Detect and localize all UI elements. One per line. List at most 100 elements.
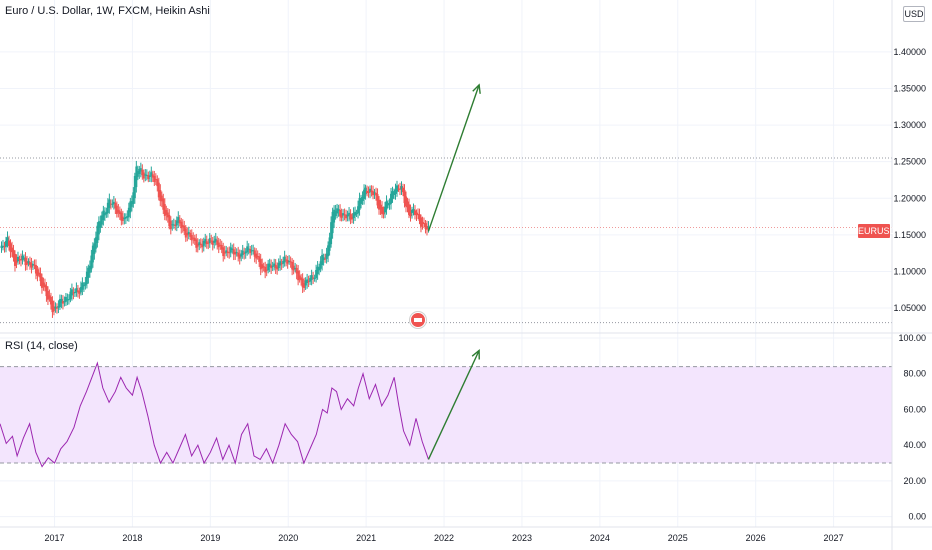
candle-body (307, 281, 310, 283)
candle-body (22, 257, 25, 259)
candle-body (264, 266, 267, 273)
candle-body (7, 240, 10, 246)
candle-body (99, 221, 102, 228)
candle-body (271, 265, 274, 267)
candle-body (231, 248, 234, 250)
candle-body (370, 190, 373, 193)
candle-body (270, 265, 273, 269)
candle-body (425, 225, 428, 230)
candle-body (247, 248, 250, 250)
candle-body (322, 257, 325, 260)
candle-body (202, 240, 205, 246)
candle-body (396, 185, 399, 192)
candle-body (207, 242, 210, 244)
candle-body (406, 201, 409, 208)
candle-body (157, 182, 160, 198)
rsi-tick-label: 80.00 (903, 369, 926, 379)
candle-body (321, 254, 324, 266)
candle-body (298, 275, 301, 280)
candle-body (10, 247, 13, 253)
rsi-projection-arrow (427, 350, 480, 460)
candle-body (208, 238, 211, 243)
candle-body (288, 260, 291, 262)
candle-body (124, 217, 127, 219)
candle-body (379, 204, 382, 210)
candle-body (376, 194, 379, 206)
candle-body (205, 241, 208, 245)
candle-body (171, 224, 174, 226)
candle-body (111, 203, 114, 205)
candle-body (337, 209, 340, 211)
candle-body (330, 222, 333, 245)
candle-body (135, 166, 138, 188)
candle-body (252, 250, 255, 252)
price-tick-label: 1.40000 (893, 47, 926, 57)
symbol-price-badge: EURUSD (858, 224, 897, 238)
candle-body (415, 212, 418, 216)
candle-body (67, 299, 70, 301)
candle-body (315, 270, 318, 278)
candle-body (25, 261, 28, 265)
candle-body (413, 210, 416, 215)
candle-body (217, 242, 220, 248)
candle-body (52, 306, 55, 311)
candle-body (289, 261, 292, 263)
candle-body (79, 287, 82, 293)
rsi-title: RSI (14, close) (5, 340, 78, 352)
candle-body (63, 301, 66, 303)
candle-body (394, 189, 397, 194)
candle-body (186, 233, 189, 236)
currency-button[interactable]: USD (903, 6, 925, 22)
candle-body (297, 270, 300, 281)
rsi-band-fill (0, 366, 892, 464)
candle-body (210, 240, 213, 242)
candle-body (358, 197, 361, 210)
candle-body (303, 283, 306, 288)
candle-body (162, 198, 165, 210)
candle-body (54, 306, 57, 309)
candle-body (373, 192, 376, 194)
candle-body (316, 266, 319, 274)
candle-body (33, 264, 36, 266)
candle-body (361, 196, 364, 201)
candle-body (61, 300, 64, 304)
candle-body (375, 192, 378, 196)
candle-body (76, 290, 79, 292)
candle-body (127, 207, 130, 217)
candle-body (129, 201, 132, 213)
candle-body (6, 237, 9, 244)
candle-body (259, 259, 262, 270)
price-tick-label: 1.05000 (893, 303, 926, 313)
candle-body (199, 243, 202, 246)
candle-body (419, 217, 422, 227)
candle-body (87, 267, 90, 278)
candle-body (108, 199, 111, 208)
candle-body (24, 257, 27, 266)
candle-body (285, 259, 288, 261)
candle-body (165, 210, 168, 215)
candle-body (325, 253, 328, 259)
candle-body (106, 202, 109, 213)
candle-body (190, 234, 193, 241)
candle-body (250, 250, 253, 252)
candle-body (241, 250, 244, 256)
candle-body (410, 210, 413, 213)
candle-body (78, 290, 81, 294)
price-tick-label: 1.30000 (893, 120, 926, 130)
candle-body (238, 254, 241, 259)
candle-body (81, 282, 84, 290)
candle-body (142, 172, 145, 179)
candle-body (334, 210, 337, 217)
candle-body (364, 187, 367, 195)
us-flag-icon[interactable] (410, 312, 426, 328)
price-projection-arrow-head (472, 83, 481, 94)
candle-body (198, 242, 201, 246)
candle-body (39, 273, 42, 282)
candle-body (214, 238, 217, 242)
candle-body (418, 214, 421, 221)
candle-body (73, 292, 76, 294)
candle-body (354, 211, 357, 216)
projection-arrows[interactable] (427, 83, 481, 460)
